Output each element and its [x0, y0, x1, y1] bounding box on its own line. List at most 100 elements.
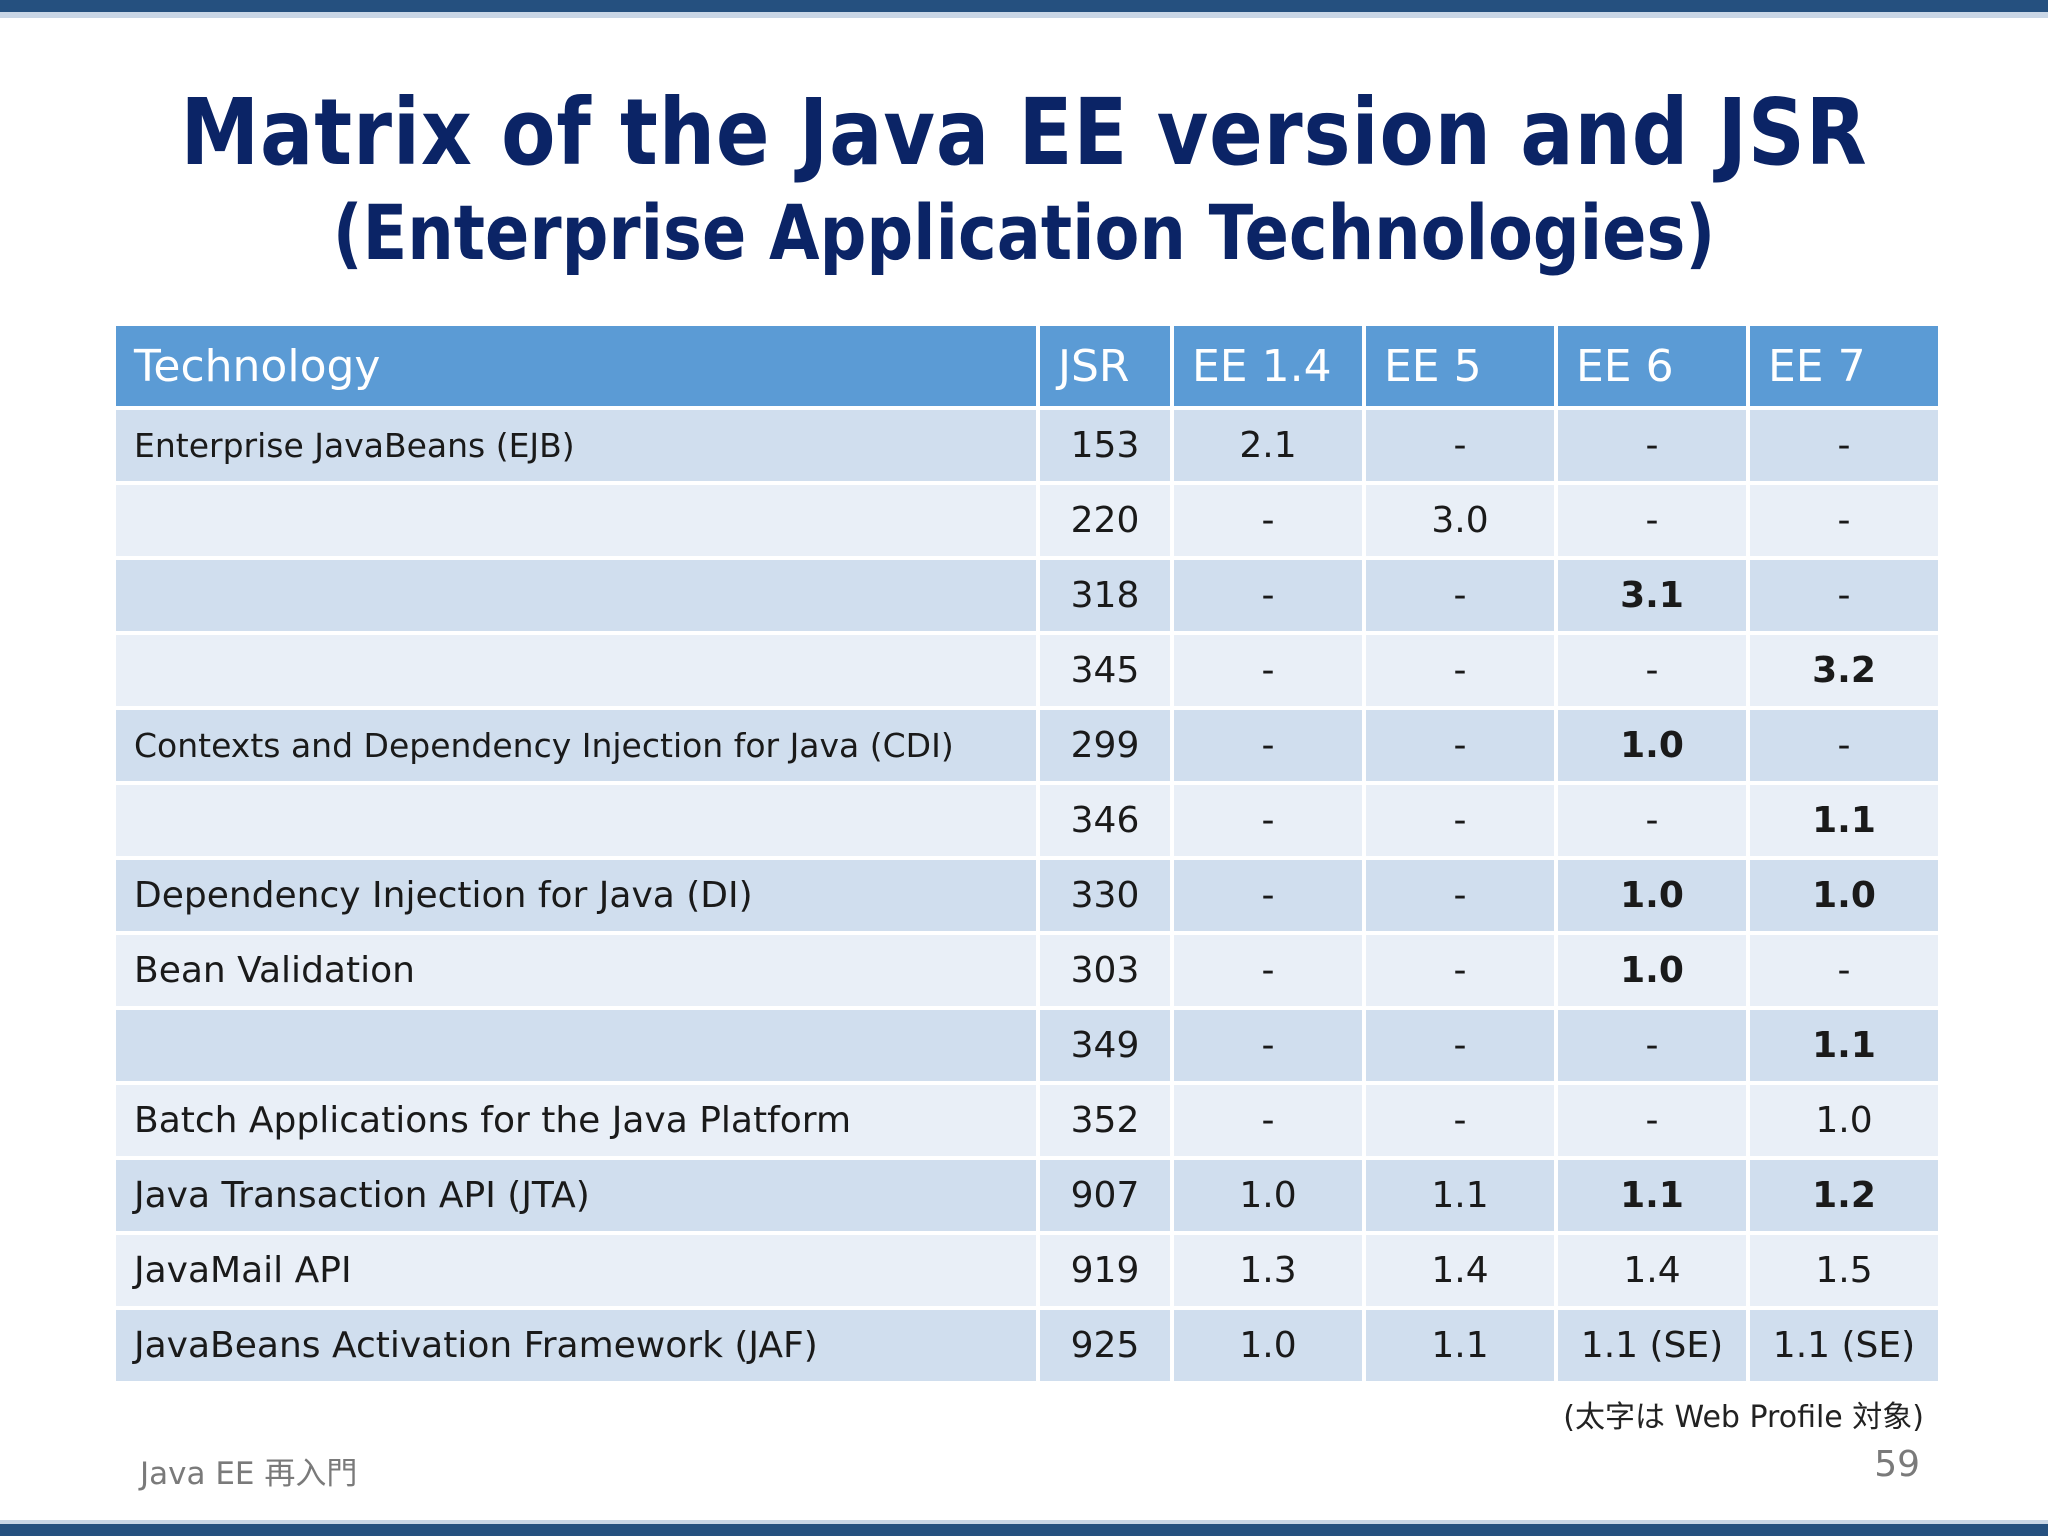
table-row: JavaBeans Activation Framework (JAF) 925…: [116, 1310, 1938, 1381]
tech-cell: Bean Validation: [116, 935, 1036, 1006]
ee5-cell: 1.4: [1366, 1235, 1554, 1306]
jsr-cell: 907: [1040, 1160, 1170, 1231]
ee14-cell: -: [1174, 785, 1362, 856]
ee5-cell: -: [1366, 860, 1554, 931]
ee5-cell: -: [1366, 935, 1554, 1006]
ee7-cell: 1.0: [1750, 860, 1938, 931]
header-ee6: EE 6: [1558, 326, 1746, 406]
ee14-cell: 1.3: [1174, 1235, 1362, 1306]
header-ee7: EE 7: [1750, 326, 1938, 406]
tech-cell: Enterprise JavaBeans (EJB): [116, 410, 1036, 481]
jsr-cell: 330: [1040, 860, 1170, 931]
ee7-cell: -: [1750, 485, 1938, 556]
ee7-cell: -: [1750, 935, 1938, 1006]
jsr-cell: 349: [1040, 1010, 1170, 1081]
ee14-cell: -: [1174, 710, 1362, 781]
ee14-cell: -: [1174, 1085, 1362, 1156]
ee6-cell: -: [1558, 410, 1746, 481]
ee6-cell: -: [1558, 635, 1746, 706]
ee7-cell: 1.1: [1750, 1010, 1938, 1081]
table-row: JavaMail API 919 1.3 1.4 1.4 1.5: [116, 1235, 1938, 1306]
ee7-cell: 3.2: [1750, 635, 1938, 706]
ee7-cell: 1.1: [1750, 785, 1938, 856]
jsr-cell: 925: [1040, 1310, 1170, 1381]
ee6-cell: 1.0: [1558, 710, 1746, 781]
ee5-cell: -: [1366, 560, 1554, 631]
ee7-cell: -: [1750, 560, 1938, 631]
ee5-cell: -: [1366, 1085, 1554, 1156]
table-row: Dependency Injection for Java (DI) 330 -…: [116, 860, 1938, 931]
slide-title: Matrix of the Java EE version and JSR: [180, 79, 1868, 186]
tech-cell: [116, 560, 1036, 631]
ee5-cell: -: [1366, 1010, 1554, 1081]
ee6-cell: -: [1558, 785, 1746, 856]
jsr-cell: 220: [1040, 485, 1170, 556]
ee6-cell: -: [1558, 1085, 1746, 1156]
jsr-cell: 303: [1040, 935, 1170, 1006]
top-accent-line: [0, 12, 2048, 18]
ee14-cell: 1.0: [1174, 1310, 1362, 1381]
web-profile-note: (太字は Web Profile 対象): [1563, 1400, 1924, 1435]
tech-cell: [116, 485, 1036, 556]
ee5-cell: -: [1366, 785, 1554, 856]
page-number: 59: [1874, 1444, 1920, 1485]
tech-cell: [116, 635, 1036, 706]
ee6-cell: 1.4: [1558, 1235, 1746, 1306]
footer-deck-title: Java EE 再入門: [140, 1456, 358, 1492]
tech-cell: JavaMail API: [116, 1235, 1036, 1306]
ee14-cell: -: [1174, 860, 1362, 931]
version-matrix-table: Technology JSR EE 1.4 EE 5 EE 6 EE 7 Ent…: [112, 322, 1942, 1385]
tech-cell: [116, 1010, 1036, 1081]
header-jsr: JSR: [1040, 326, 1170, 406]
table-row: Bean Validation 303 - - 1.0 -: [116, 935, 1938, 1006]
ee6-cell: 1.1 (SE): [1558, 1310, 1746, 1381]
ee7-cell: -: [1750, 710, 1938, 781]
ee7-cell: 1.0: [1750, 1085, 1938, 1156]
table-row: 318 - - 3.1 -: [116, 560, 1938, 631]
table-header-row: Technology JSR EE 1.4 EE 5 EE 6 EE 7: [116, 326, 1938, 406]
jsr-cell: 919: [1040, 1235, 1170, 1306]
table-row: 349 - - - 1.1: [116, 1010, 1938, 1081]
tech-cell: Batch Applications for the Java Platform: [116, 1085, 1036, 1156]
ee6-cell: 1.0: [1558, 935, 1746, 1006]
jsr-cell: 318: [1040, 560, 1170, 631]
header-ee5: EE 5: [1366, 326, 1554, 406]
header-technology: Technology: [116, 326, 1036, 406]
tech-cell: [116, 785, 1036, 856]
jsr-cell: 153: [1040, 410, 1170, 481]
ee5-cell: -: [1366, 710, 1554, 781]
table-row: Contexts and Dependency Injection for Ja…: [116, 710, 1938, 781]
ee14-cell: 1.0: [1174, 1160, 1362, 1231]
jsr-cell: 352: [1040, 1085, 1170, 1156]
ee14-cell: -: [1174, 560, 1362, 631]
ee6-cell: 3.1: [1558, 560, 1746, 631]
ee7-cell: -: [1750, 410, 1938, 481]
bottom-accent-bar: [0, 1524, 2048, 1536]
ee6-cell: -: [1558, 1010, 1746, 1081]
header-ee14: EE 1.4: [1174, 326, 1362, 406]
table-row: Batch Applications for the Java Platform…: [116, 1085, 1938, 1156]
ee14-cell: -: [1174, 485, 1362, 556]
ee14-cell: -: [1174, 935, 1362, 1006]
ee5-cell: 3.0: [1366, 485, 1554, 556]
ee5-cell: -: [1366, 635, 1554, 706]
jsr-cell: 299: [1040, 710, 1170, 781]
table-row: 220 - 3.0 - -: [116, 485, 1938, 556]
ee7-cell: 1.5: [1750, 1235, 1938, 1306]
bottom-accent-line: [0, 1520, 2048, 1524]
table-row: Enterprise JavaBeans (EJB) 153 2.1 - - -: [116, 410, 1938, 481]
ee7-cell: 1.2: [1750, 1160, 1938, 1231]
tech-cell: JavaBeans Activation Framework (JAF): [116, 1310, 1036, 1381]
slide-subtitle: (Enterprise Application Technologies): [332, 188, 1716, 277]
ee6-cell: -: [1558, 485, 1746, 556]
ee5-cell: -: [1366, 410, 1554, 481]
top-accent-bar: [0, 0, 2048, 12]
table-row: 345 - - - 3.2: [116, 635, 1938, 706]
tech-cell: Dependency Injection for Java (DI): [116, 860, 1036, 931]
ee14-cell: -: [1174, 1010, 1362, 1081]
ee6-cell: 1.1: [1558, 1160, 1746, 1231]
jsr-cell: 346: [1040, 785, 1170, 856]
ee5-cell: 1.1: [1366, 1310, 1554, 1381]
ee7-cell: 1.1 (SE): [1750, 1310, 1938, 1381]
ee5-cell: 1.1: [1366, 1160, 1554, 1231]
